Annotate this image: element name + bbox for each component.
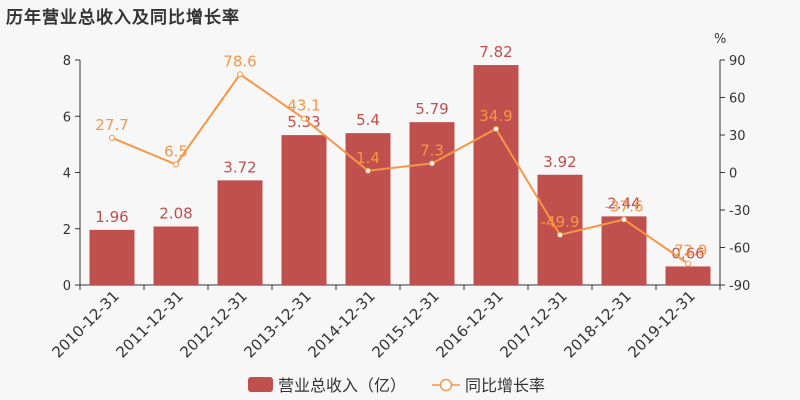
growth-rate-label: 7.3 [420,141,444,159]
revenue-bar-label: 3.72 [223,158,256,176]
revenue-bar [601,216,647,285]
revenue-bar [89,229,135,285]
growth-rate-point [365,167,371,174]
x-tick-label: 2013-12-31 [240,287,314,361]
revenue-bar [409,122,455,285]
growth-rate-label: 6.5 [164,142,188,160]
right-tick-label: -90 [729,279,750,294]
revenue-bar [665,266,711,285]
x-tick-label: 2017-12-31 [496,287,570,361]
x-tick-label: 2019-12-31 [624,287,698,361]
left-tick-label: 0 [63,279,71,294]
growth-rate-point [109,134,115,141]
growth-rate-point [621,216,627,223]
revenue-bar-label: 2.08 [159,205,192,223]
chart-title: 历年营业总收入及同比增长率 [6,8,240,28]
x-tick-label: 2011-12-31 [112,287,186,361]
revenue-bar [217,180,263,285]
right-tick-label: -60 [729,242,750,257]
legend-line-marker [439,378,453,392]
growth-rate-point [237,71,243,78]
left-tick-label: 4 [63,167,71,182]
growth-rate-point [685,260,691,267]
revenue-bar-label: 2.44 [607,194,640,212]
growth-rate-point [429,160,435,167]
growth-rate-label: 43.1 [287,97,320,115]
right-tick-label: 60 [729,92,746,107]
growth-rate-label: 78.6 [223,52,256,70]
right-tick-label: 30 [729,129,746,144]
left-tick-label: 2 [63,223,71,238]
x-tick-label: 2015-12-31 [368,287,442,361]
revenue-bar [473,65,519,285]
revenue-bar-label: 3.92 [543,153,576,171]
revenue-bar-label: 5.79 [415,100,448,118]
revenue-bar [537,174,583,285]
growth-rate-point [301,115,307,122]
revenue-bar-label: 7.82 [479,43,512,61]
x-tick-label: 2014-12-31 [304,287,378,361]
legend-bar-label: 营业总收入（亿） [278,376,406,395]
revenue-bar [153,226,199,285]
right-tick-label: -30 [729,204,750,219]
x-tick-label: 2012-12-31 [176,287,250,361]
growth-rate-label: 34.9 [479,107,512,125]
left-tick-label: 6 [63,110,71,125]
left-tick-label: 8 [63,54,71,69]
growth-rate-point [557,231,563,238]
growth-rate-label: -37.6 [605,198,644,216]
growth-rate-line [111,72,689,265]
growth-rate-point [493,125,499,132]
x-tick-label: 2018-12-31 [560,287,634,361]
growth-rate-label: -72.9 [669,242,708,260]
revenue-bar [281,135,327,285]
growth-rate-label: 1.4 [356,149,380,167]
x-tick-label: 2016-12-31 [432,287,506,361]
growth-rate-label: 27.7 [95,116,128,134]
right-tick-label: 0 [729,167,737,182]
x-tick-label: 2010-12-31 [48,287,122,361]
growth-rate-label: -49.9 [541,213,580,231]
growth-rate-point [173,161,179,168]
right-tick-label: 90 [729,54,746,69]
legend-bar-swatch [248,377,273,392]
right-axis-unit: % [714,32,726,47]
revenue-bar-label: 1.96 [95,208,128,226]
legend-line-label: 同比增长率 [465,376,545,395]
revenue-bar-label: 5.4 [356,111,380,129]
